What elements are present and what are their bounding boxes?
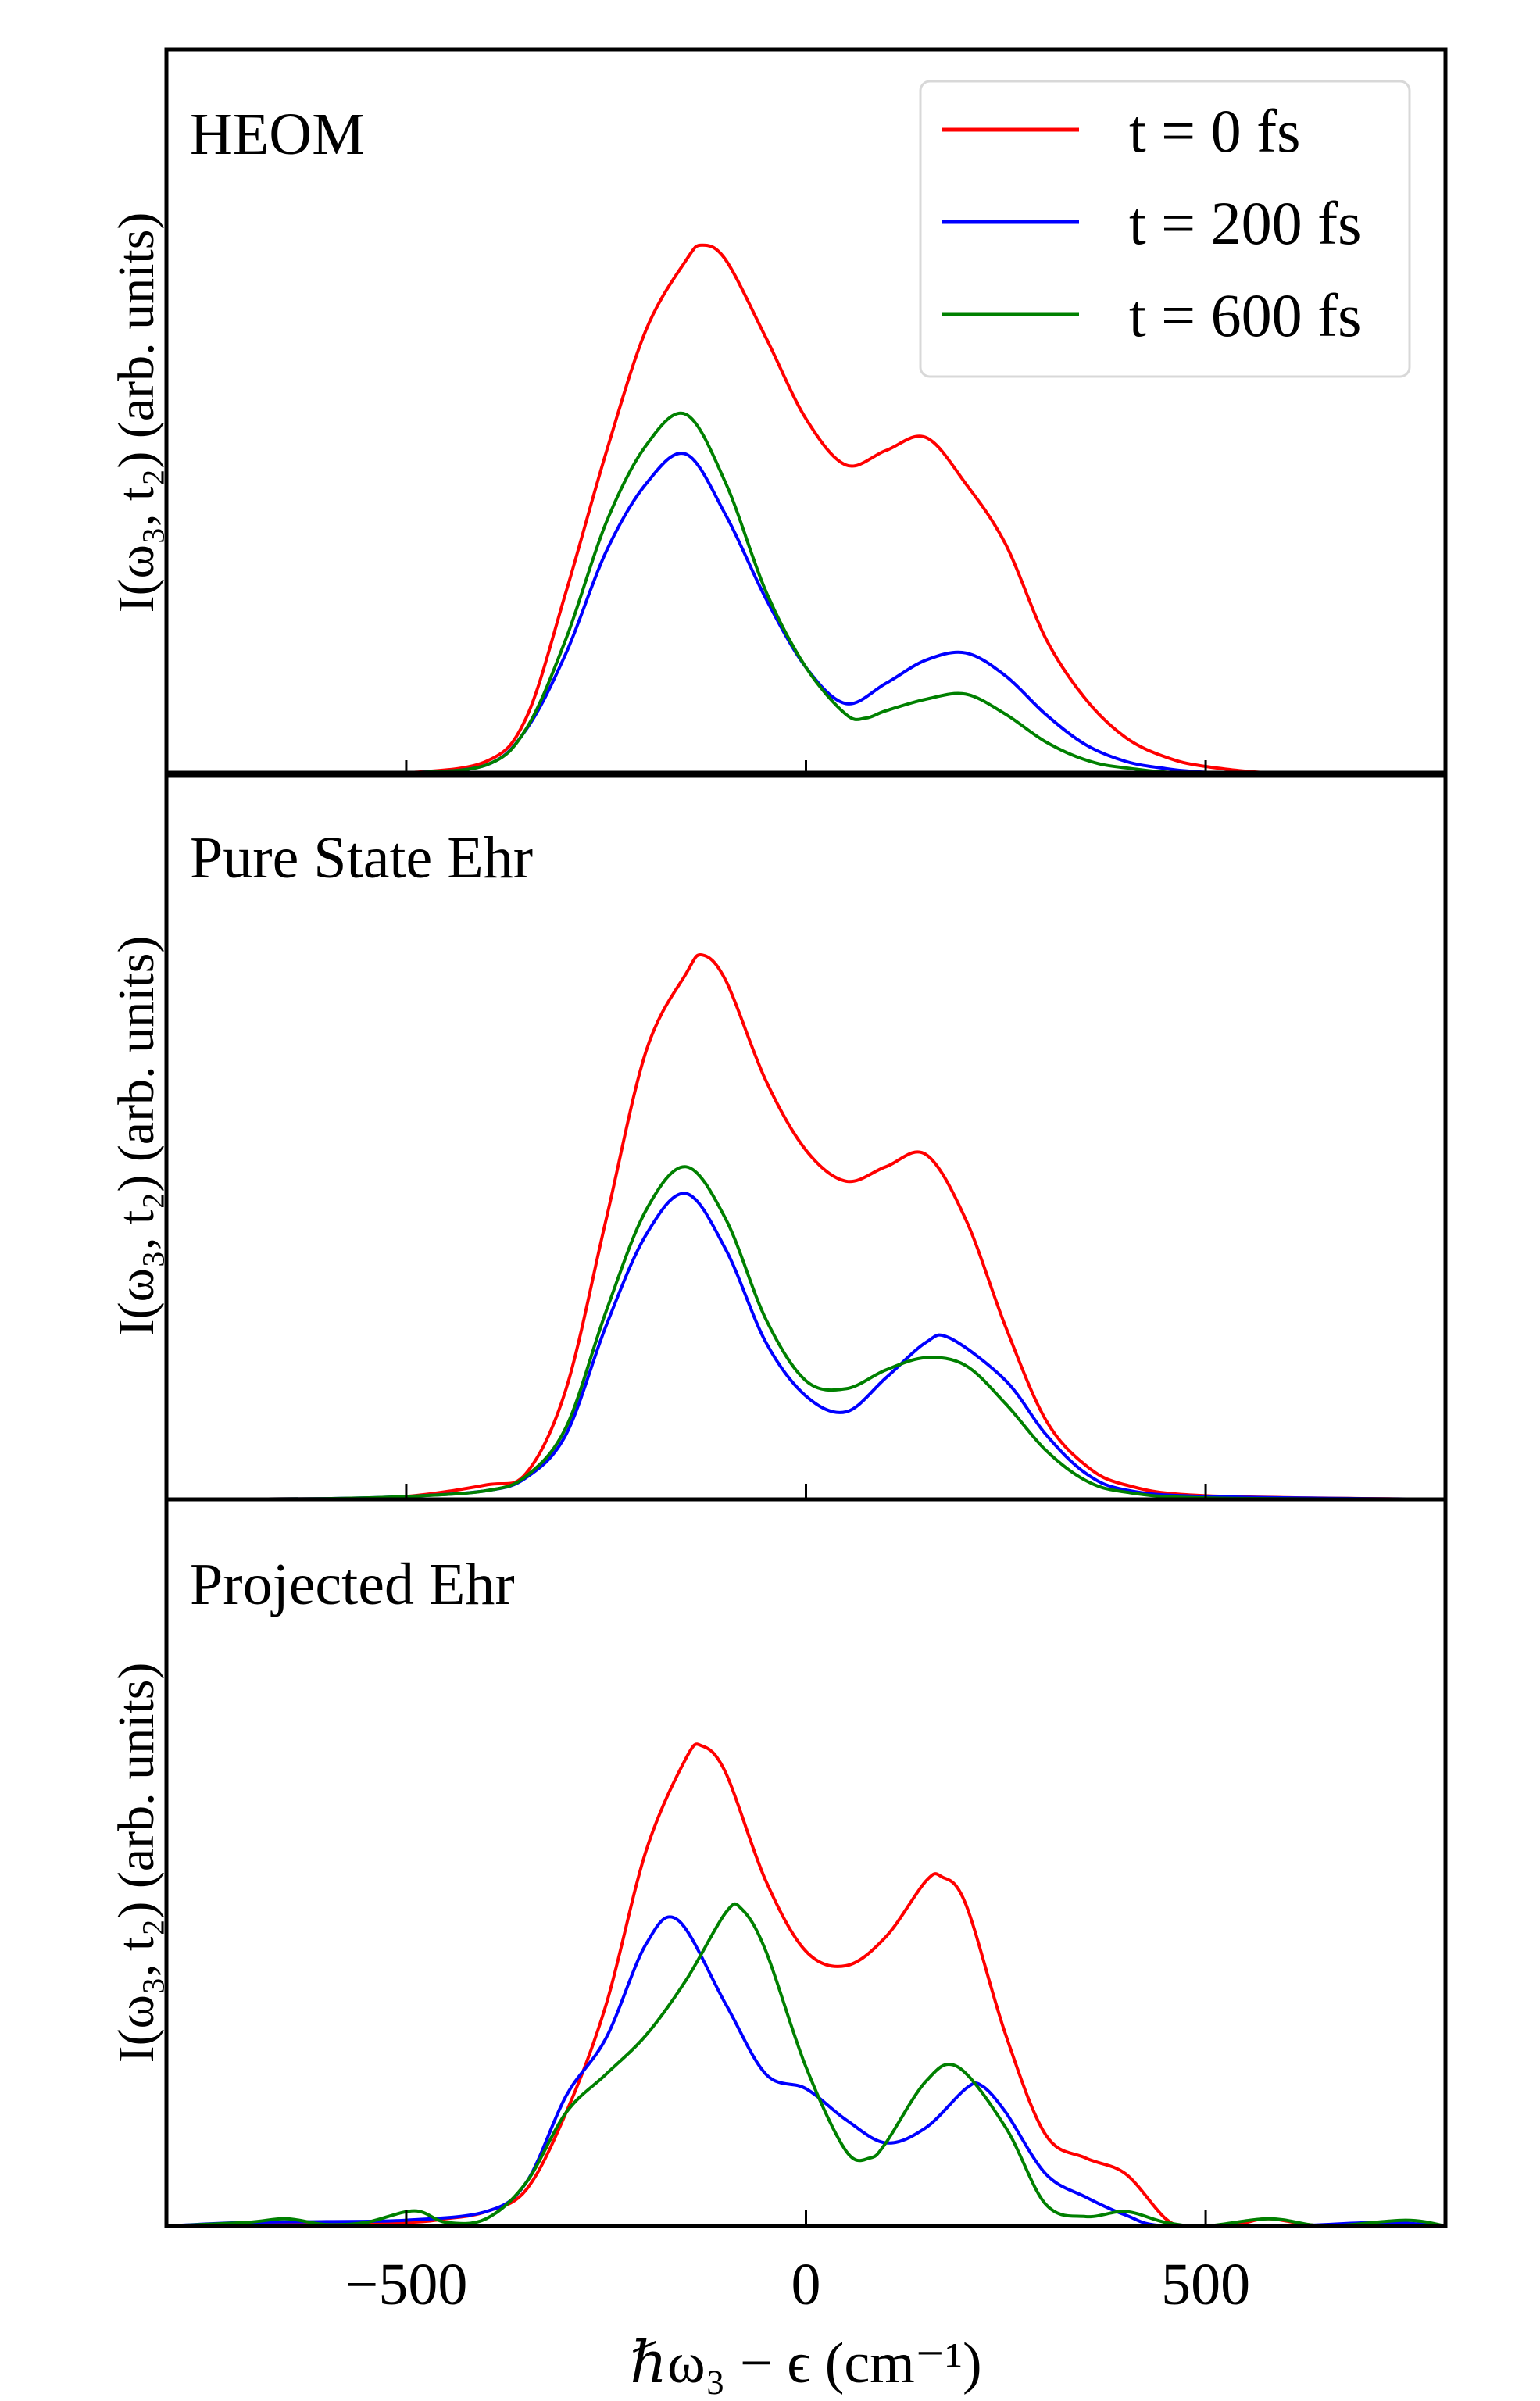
- x-axis-label: ℏω₃ − ϵ (cm⁻¹): [630, 2331, 981, 2396]
- y-axis-label: I(ω₃, t₂) (arb. units): [108, 936, 165, 1337]
- legend-label: t = 200 fs: [1129, 189, 1362, 257]
- series-line-t200: [166, 452, 1445, 776]
- panel-title: HEOM: [190, 102, 365, 167]
- legend-label: t = 600 fs: [1129, 281, 1362, 349]
- series-line-t600: [166, 1902, 1445, 2226]
- series-line-t200: [166, 1192, 1445, 1499]
- panel-title: Projected Ehr: [190, 1552, 515, 1617]
- x-tick-label: −500: [345, 2252, 468, 2317]
- series-line-t200: [166, 1915, 1445, 2226]
- x-tick-label: 0: [791, 2252, 821, 2317]
- panel-title: Pure State Ehr: [190, 825, 533, 891]
- panel-3: Projected Ehr I(ω₃, t₂) (arb. units): [108, 1497, 1448, 2228]
- y-axis-label: I(ω₃, t₂) (arb. units): [108, 213, 165, 613]
- panel-1: HEOM I(ω₃, t₂) (arb. units): [108, 47, 1448, 778]
- series-line-t0: [166, 952, 1445, 1499]
- panel-2: Pure State Ehr I(ω₃, t₂) (arb. units): [108, 770, 1448, 1502]
- legend-label: t = 0 fs: [1129, 97, 1301, 165]
- series-line-t600: [166, 411, 1445, 776]
- series-line-t0: [166, 1742, 1445, 2226]
- series-line-t0: [166, 243, 1445, 776]
- legend: t = 0 fs t = 200 fs t = 600 fs: [919, 80, 1411, 378]
- x-tick-label: 500: [1161, 2252, 1250, 2317]
- y-axis-label: I(ω₃, t₂) (arb. units): [108, 1663, 165, 2063]
- series-line-t600: [166, 1165, 1445, 1499]
- legend-box: [919, 80, 1411, 378]
